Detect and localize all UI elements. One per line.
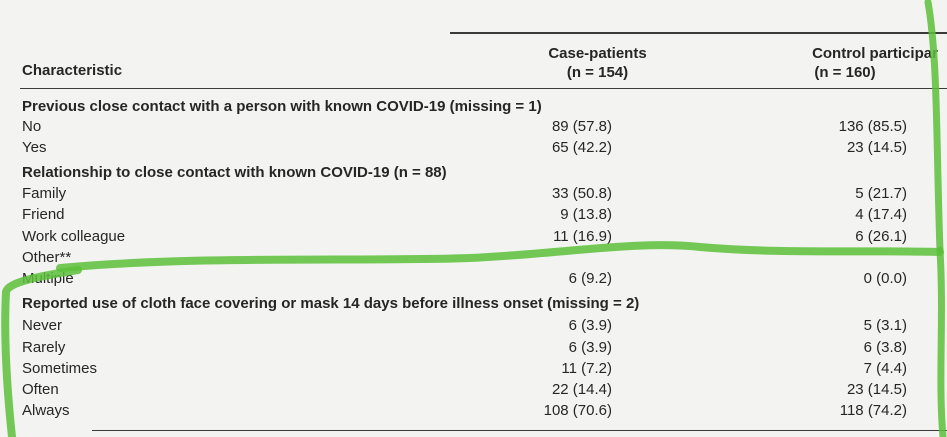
row-label: Reported use of cloth face covering or m… (22, 295, 640, 312)
table-row: Multiple 6 (9.2) 0 (0.0) (0, 268, 947, 289)
case-value: 33 (50.8) (551, 185, 612, 202)
row-label: Relationship to close contact with known… (22, 164, 447, 181)
control-value: 6 (26.1) (855, 228, 907, 245)
characteristic-header: Characteristic (22, 62, 123, 79)
case-value: 11 (16.9) (553, 228, 612, 245)
control-value: 6 (3.8) (863, 339, 907, 356)
row-label: Sometimes (22, 360, 98, 377)
row-label: Other** (22, 249, 72, 266)
control-n: (n = 160) (814, 64, 876, 81)
table-row: Yes 65 (42.2) 23 (14.5) (0, 137, 947, 158)
control-value: 136 (85.5) (838, 118, 907, 135)
case-value: 6 (3.9) (568, 339, 612, 356)
control-value: 5 (21.7) (855, 185, 907, 202)
row-label: Work colleague (22, 228, 126, 245)
table-row: Often 22 (14.4) 23 (14.5) (0, 379, 947, 400)
row-label: Friend (22, 206, 65, 223)
row-label: Often (22, 381, 59, 398)
table-top-rule (450, 32, 947, 34)
table-row: No 89 (57.8) 136 (85.5) (0, 116, 947, 137)
section-row: Relationship to close contact with known… (0, 162, 947, 183)
case-value: 65 (42.2) (551, 139, 612, 156)
table-bottom-rule (92, 430, 947, 431)
control-value: 23 (14.5) (846, 139, 907, 156)
case-value: 89 (57.8) (551, 118, 612, 135)
table-row: Friend 9 (13.8) 4 (17.4) (0, 204, 947, 225)
column-header-case: Case-patients (n = 154) (520, 44, 675, 82)
row-label: Multiple (22, 270, 74, 287)
control-value: 23 (14.5) (846, 381, 907, 398)
row-label: Always (22, 402, 70, 419)
table-row: Family 33 (50.8) 5 (21.7) (0, 183, 947, 204)
section-row: Reported use of cloth face covering or m… (0, 293, 947, 314)
case-label: Case-patients (548, 45, 647, 62)
case-value: 22 (14.4) (551, 381, 612, 398)
control-label: Control participar (812, 45, 938, 62)
table-row: Sometimes 11 (7.2) 7 (4.4) (0, 358, 947, 379)
row-label: Rarely (22, 339, 66, 356)
case-value: 108 (70.6) (543, 402, 612, 419)
control-value: 118 (74.2) (839, 402, 907, 419)
control-value: 0 (0.0) (863, 270, 907, 287)
table-row: Never 6 (3.9) 5 (3.1) (0, 315, 947, 336)
control-value: 7 (4.4) (863, 360, 907, 377)
table-row: Always 108 (70.6) 118 (74.2) (0, 400, 947, 421)
case-value: 6 (9.2) (568, 270, 612, 287)
row-label: No (22, 118, 42, 135)
section-row: Previous close contact with a person wit… (0, 96, 947, 117)
control-value: 4 (17.4) (855, 206, 907, 223)
row-label: Family (22, 185, 67, 202)
control-value: 5 (3.1) (863, 317, 907, 334)
row-label: Never (22, 317, 63, 334)
case-value: 11 (7.2) (561, 360, 612, 377)
table-row: Work colleague 11 (16.9) 6 (26.1) (0, 226, 947, 247)
row-label: Yes (22, 139, 47, 156)
case-value: 9 (13.8) (560, 206, 612, 223)
row-label: Previous close contact with a person wit… (22, 98, 542, 115)
table-row: Rarely 6 (3.9) 6 (3.8) (0, 337, 947, 358)
case-n: (n = 154) (566, 64, 629, 81)
table-row: Other** (0, 247, 947, 268)
case-value: 6 (3.9) (568, 317, 612, 334)
column-header-control: Control participar (n = 160) (780, 44, 947, 82)
header-rule (20, 88, 947, 89)
